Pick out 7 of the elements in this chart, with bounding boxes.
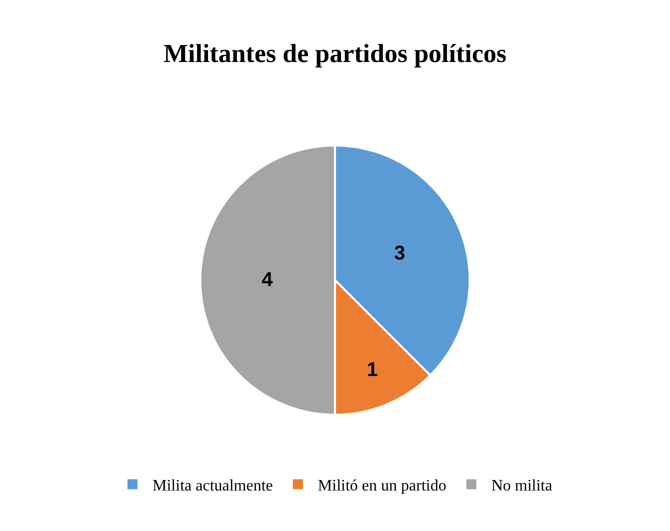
data-label: 4: [262, 269, 274, 292]
data-label: 1: [366, 359, 378, 382]
legend-label: Milita actualmente: [152, 478, 273, 495]
data-label: 3: [394, 242, 406, 264]
legend-label: No milita: [491, 478, 552, 495]
legend-label: Militó en un partido: [318, 478, 446, 495]
chart-title: Militantes de partidos políticos: [163, 39, 507, 68]
